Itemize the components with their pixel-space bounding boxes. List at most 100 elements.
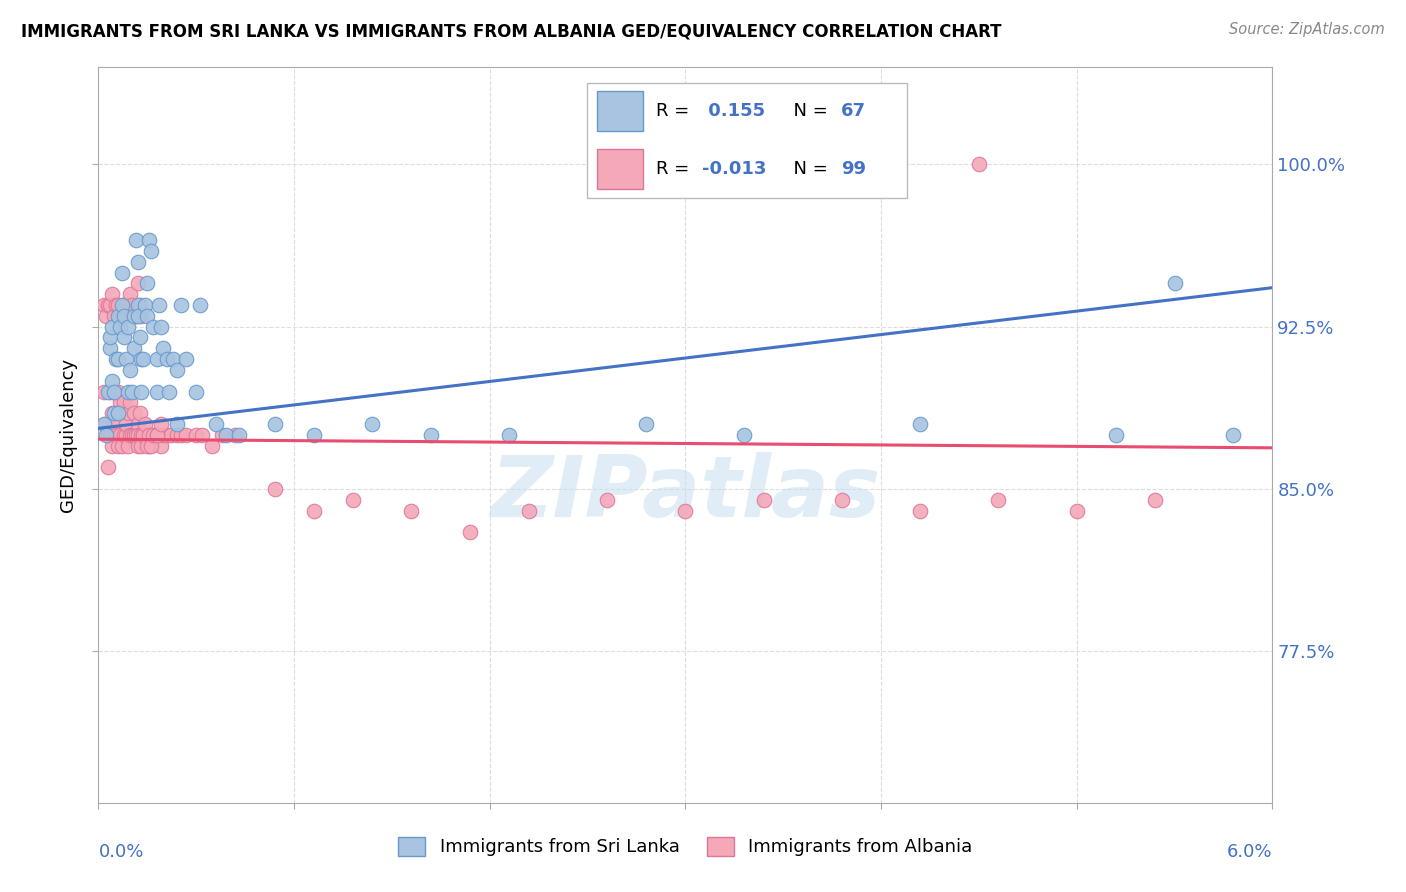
Point bbox=[152, 427, 174, 442]
Point bbox=[152, 341, 174, 355]
Point bbox=[127, 309, 149, 323]
Point bbox=[108, 309, 131, 323]
Point bbox=[103, 417, 125, 431]
Point bbox=[141, 244, 163, 258]
Point bbox=[98, 298, 121, 312]
Point bbox=[107, 384, 129, 399]
Point bbox=[987, 492, 1010, 507]
Point bbox=[138, 439, 160, 453]
Point bbox=[214, 427, 236, 442]
Point bbox=[156, 352, 179, 367]
Text: ZIPatlas: ZIPatlas bbox=[491, 452, 880, 535]
Point bbox=[98, 330, 121, 344]
Point bbox=[1105, 427, 1128, 442]
Point bbox=[205, 417, 228, 431]
Point bbox=[498, 427, 520, 442]
Point bbox=[107, 406, 129, 420]
Point bbox=[211, 427, 233, 442]
Point bbox=[142, 319, 165, 334]
Point bbox=[134, 298, 156, 312]
Text: 99: 99 bbox=[841, 160, 866, 178]
Point bbox=[101, 406, 124, 420]
Point bbox=[114, 352, 136, 367]
Point bbox=[105, 352, 128, 367]
Point bbox=[122, 341, 145, 355]
Point bbox=[131, 427, 153, 442]
Point bbox=[128, 298, 150, 312]
Point bbox=[111, 406, 134, 420]
Point bbox=[1163, 277, 1185, 291]
Text: N =: N = bbox=[782, 160, 834, 178]
Point bbox=[112, 298, 135, 312]
Point bbox=[127, 298, 149, 312]
Point bbox=[124, 233, 146, 247]
Point bbox=[111, 266, 134, 280]
Point bbox=[967, 157, 990, 171]
Point bbox=[636, 417, 658, 431]
Point bbox=[103, 384, 125, 399]
Text: 0.155: 0.155 bbox=[703, 102, 765, 120]
Point bbox=[111, 439, 134, 453]
Point bbox=[169, 298, 191, 312]
Point bbox=[97, 427, 120, 442]
Text: Source: ZipAtlas.com: Source: ZipAtlas.com bbox=[1229, 22, 1385, 37]
Point bbox=[131, 352, 153, 367]
Point bbox=[103, 406, 125, 420]
Point bbox=[118, 427, 141, 442]
Point bbox=[134, 427, 156, 442]
Point bbox=[117, 439, 139, 453]
Text: -0.013: -0.013 bbox=[703, 160, 766, 178]
Point bbox=[121, 298, 143, 312]
Point bbox=[142, 427, 165, 442]
Point bbox=[156, 427, 179, 442]
Point bbox=[675, 503, 697, 517]
Point bbox=[146, 352, 169, 367]
Point bbox=[121, 384, 143, 399]
Point bbox=[146, 427, 169, 442]
Point bbox=[97, 460, 120, 475]
Point bbox=[910, 503, 932, 517]
Point bbox=[105, 298, 128, 312]
Point bbox=[121, 427, 143, 442]
Text: N =: N = bbox=[782, 102, 834, 120]
Point bbox=[98, 427, 121, 442]
Point bbox=[166, 427, 188, 442]
Point bbox=[122, 406, 145, 420]
Point bbox=[517, 503, 540, 517]
Point bbox=[127, 277, 149, 291]
Point bbox=[127, 439, 149, 453]
Point bbox=[166, 363, 188, 377]
Point bbox=[118, 287, 141, 301]
Point bbox=[97, 384, 120, 399]
Point bbox=[127, 254, 149, 268]
Point bbox=[111, 298, 134, 312]
Text: IMMIGRANTS FROM SRI LANKA VS IMMIGRANTS FROM ALBANIA GED/EQUIVALENCY CORRELATION: IMMIGRANTS FROM SRI LANKA VS IMMIGRANTS … bbox=[21, 22, 1001, 40]
Point bbox=[98, 384, 121, 399]
Point bbox=[169, 427, 191, 442]
Point bbox=[342, 492, 364, 507]
Point bbox=[458, 525, 481, 540]
Point bbox=[302, 503, 325, 517]
Point bbox=[228, 427, 250, 442]
Point bbox=[166, 417, 188, 431]
Point bbox=[112, 330, 135, 344]
FancyBboxPatch shape bbox=[586, 83, 907, 198]
Point bbox=[186, 427, 208, 442]
Point bbox=[127, 427, 149, 442]
Point bbox=[224, 427, 246, 442]
Point bbox=[420, 427, 443, 442]
Point bbox=[118, 395, 141, 409]
Point bbox=[176, 352, 198, 367]
Point bbox=[114, 298, 136, 312]
Point bbox=[112, 395, 135, 409]
Point bbox=[263, 482, 285, 496]
Point bbox=[733, 427, 755, 442]
Point bbox=[141, 439, 163, 453]
Point bbox=[96, 309, 118, 323]
Point bbox=[150, 417, 173, 431]
Point bbox=[136, 277, 159, 291]
Point bbox=[124, 309, 146, 323]
Point bbox=[98, 341, 121, 355]
Point bbox=[263, 417, 285, 431]
Point bbox=[93, 384, 115, 399]
